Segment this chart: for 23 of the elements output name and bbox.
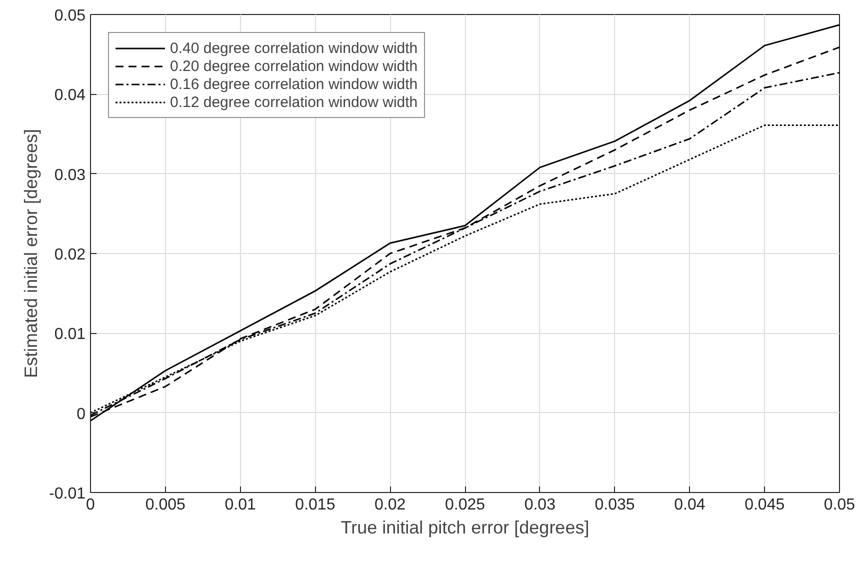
legend-label: 0.16 degree correlation window width xyxy=(170,75,418,93)
x-axis-title: True initial pitch error [degrees] xyxy=(340,518,590,538)
x-tick-label: 0.025 xyxy=(444,496,486,514)
x-tick-label: 0.04 xyxy=(674,496,706,514)
x-tick-label: 0.01 xyxy=(224,496,256,514)
x-tick-label: 0.035 xyxy=(594,496,635,514)
x-tick-label: 0.045 xyxy=(744,496,785,514)
legend-label: 0.12 degree correlation window width xyxy=(170,93,418,111)
y-axis-title: Estimated initial error [degrees] xyxy=(21,128,42,378)
x-tick-label: 0.03 xyxy=(524,496,556,514)
y-tick-label: 0.03 xyxy=(54,166,86,184)
y-tick-label: 0.05 xyxy=(54,8,86,24)
legend-label: 0.20 degree correlation window width xyxy=(170,57,418,75)
y-tick-label: 0 xyxy=(76,406,86,423)
x-tick-label: 0.005 xyxy=(145,496,186,514)
x-tick-label: 0.02 xyxy=(374,496,406,514)
legend-label: 0.40 degree correlation window width xyxy=(170,39,418,57)
y-tick-label: 0.02 xyxy=(54,246,86,264)
y-tick-label: 0.01 xyxy=(54,326,86,344)
y-tick-label: -0.01 xyxy=(49,486,86,502)
y-tick-label: 0.04 xyxy=(54,87,86,104)
x-tick-label: 0.05 xyxy=(824,496,856,514)
x-tick-label: 0.015 xyxy=(295,496,336,514)
